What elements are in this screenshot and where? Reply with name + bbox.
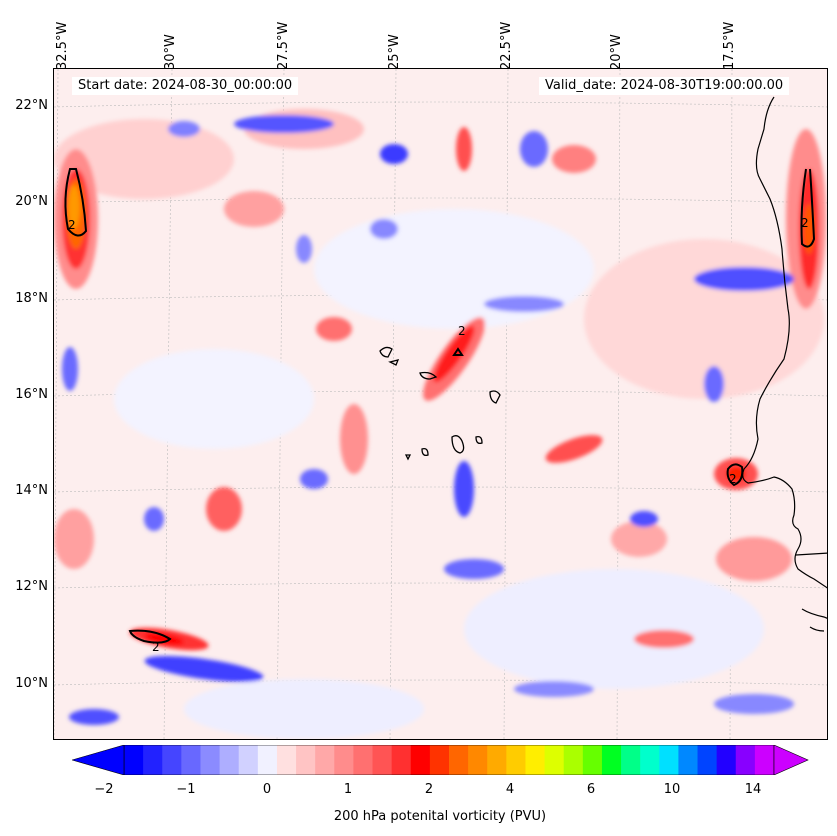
african-coastline [742, 96, 827, 632]
colorbar-cell [601, 745, 622, 775]
lon-label-30w: 30°W [163, 34, 178, 70]
colorbar-cell [296, 745, 316, 775]
colorbar-cell [544, 745, 565, 775]
colorbar-tick: 2 [424, 782, 434, 797]
colorbar-cell [429, 745, 450, 775]
colorbar-title: 200 hPa potenital vorticity (PVU) [333, 809, 547, 824]
colorbar-cell [219, 745, 240, 775]
colorbar-cell [410, 745, 431, 775]
pv-2-contours [64, 168, 816, 644]
colorbar-cell [353, 745, 374, 775]
colorbar-cell [697, 745, 718, 775]
colorbar-cell [449, 745, 469, 775]
colorbar-min-arrow [72, 745, 125, 775]
colorbar-cell [372, 745, 393, 775]
contour-label: 2 [729, 472, 737, 486]
colorbar-cell [276, 745, 297, 775]
colorbar-cell [143, 745, 163, 775]
pv-map-canvas: 2 2 2 2 2 [54, 69, 827, 739]
colorbar-tick: 4 [505, 782, 515, 797]
colorbar-cell [735, 745, 756, 775]
colorbar-tick: −2 [94, 782, 114, 797]
lon-label-17-5w: 17.5°W [722, 21, 737, 70]
start-date-label: Start date: 2024-08-30_00:00:00 [72, 77, 299, 95]
lon-label-22-5w: 22.5°W [499, 21, 514, 70]
colorbar-tick: 10 [663, 782, 681, 797]
colorbar-cell [391, 745, 412, 775]
pv-map: 2 2 2 2 2 [53, 68, 828, 740]
colorbar-cell [754, 745, 775, 775]
colorbar-max-arrow [773, 745, 809, 775]
colorbar-cell [315, 745, 335, 775]
lat-label-18n: 18°N [15, 291, 48, 306]
colorbar-tick: 6 [586, 782, 596, 797]
colorbar-cell [468, 745, 488, 775]
colorbar-cell [621, 745, 641, 775]
lat-label-12n: 12°N [15, 579, 48, 594]
lat-label-22n: 22°N [15, 98, 48, 113]
colorbar-cell [659, 745, 679, 775]
colorbar-cell [334, 745, 354, 775]
valid-date-label: Valid_date: 2024-08-30T19:00:00.00 [539, 77, 790, 95]
lat-label-20n: 20°N [15, 194, 48, 209]
colorbar-cell [238, 745, 259, 775]
colorbar-cell [716, 745, 737, 775]
lat-label-10n: 10°N [15, 676, 48, 691]
lon-label-25w: 25°W [387, 34, 402, 70]
colorbar-tick: 14 [744, 782, 762, 797]
lon-label-32-5w: 32.5°W [55, 21, 70, 70]
lon-label-27-5w: 27.5°W [276, 21, 291, 70]
colorbar-cell [563, 745, 584, 775]
colorbar-cell [678, 745, 699, 775]
colorbar-cell [162, 745, 182, 775]
colorbar-cell [124, 745, 144, 775]
contour-label: 2 [801, 216, 809, 230]
colorbar-cell [582, 745, 603, 775]
colorbar-cell [200, 745, 221, 775]
colorbar-tick: −1 [176, 782, 196, 797]
colorbar-tick: 0 [262, 782, 272, 797]
cape-verde-islands [379, 346, 501, 461]
colorbar-cell [487, 745, 507, 775]
colorbar-cell [525, 745, 546, 775]
lat-label-14n: 14°N [15, 483, 48, 498]
colorbar-cell [506, 745, 526, 775]
contour-label: 2 [68, 218, 76, 232]
contour-label: 2 [458, 324, 466, 338]
colorbar-cell [257, 745, 278, 775]
colorbar-cell [640, 745, 660, 775]
contour-label: 2 [152, 640, 160, 654]
lon-label-20w: 20°W [609, 34, 624, 70]
colorbar-cell [181, 745, 201, 775]
lat-label-16n: 16°N [15, 387, 48, 402]
pv-field [54, 109, 826, 739]
colorbar [72, 745, 809, 775]
colorbar-tick: 1 [343, 782, 353, 797]
